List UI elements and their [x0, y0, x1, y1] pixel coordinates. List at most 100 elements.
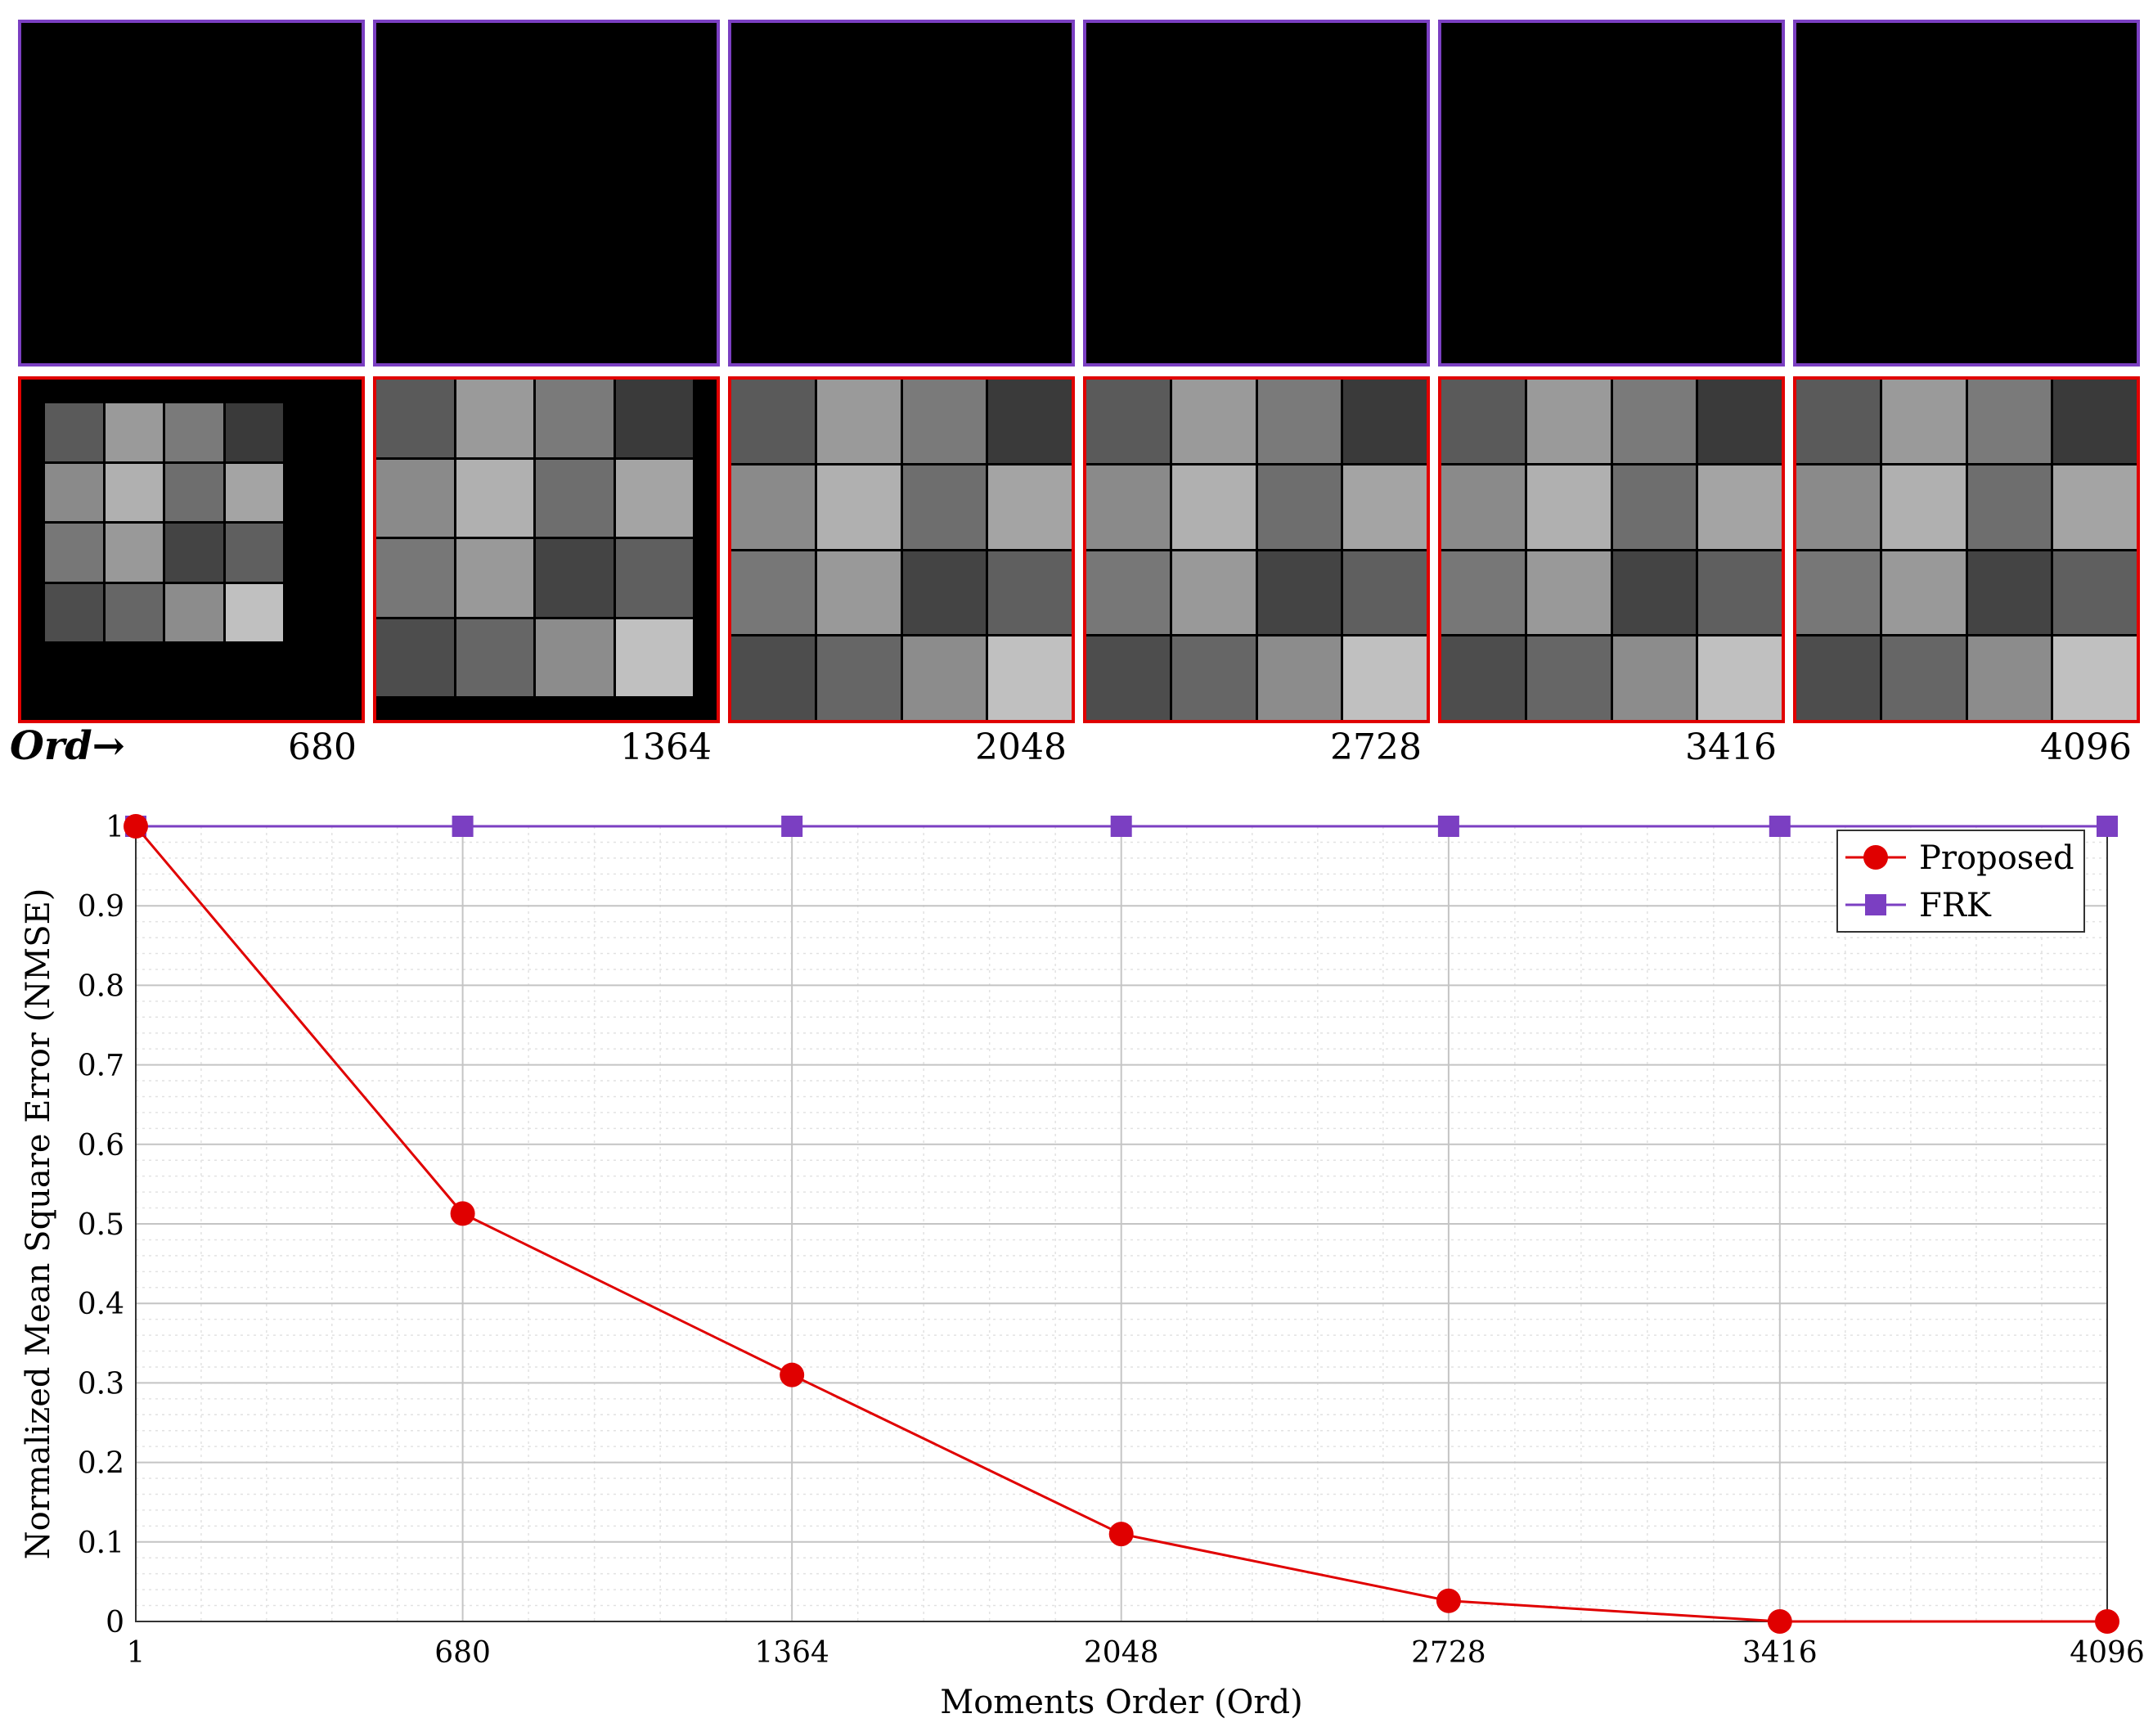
series-layer	[124, 814, 2119, 1634]
data-point-proposed	[1108, 1522, 1134, 1547]
y-tick-label: 0.7	[78, 1050, 124, 1083]
mosaic-cell	[1086, 380, 1170, 463]
legend-marker	[1865, 894, 1886, 915]
mosaic-cell	[1441, 380, 1525, 463]
mosaic-cell	[376, 459, 454, 537]
mosaic-cell	[1796, 636, 1880, 720]
mosaic-cell	[1698, 551, 1782, 635]
mosaic-cell	[1441, 465, 1525, 549]
reconstructed-tile	[373, 376, 720, 723]
mosaic-cell	[731, 465, 815, 549]
x-tick-labels: 1 680 1364 2048 2728 3416 4096	[127, 1636, 2145, 1670]
x-tick-label: 2048	[1084, 1636, 1159, 1670]
order-label: 2728	[1330, 726, 1422, 768]
original-tile	[1793, 20, 2140, 367]
order-label: 4096	[2040, 726, 2132, 768]
x-tick-label: 1	[127, 1636, 146, 1670]
mosaic-cell	[988, 380, 1072, 463]
data-point-proposed	[2095, 1609, 2119, 1634]
mosaic-cell	[1257, 551, 1342, 635]
order-label: 1364	[620, 726, 712, 768]
y-axis-label: Normalized Mean Square Error (NMSE)	[20, 888, 57, 1560]
data-point-frk	[781, 816, 803, 837]
mosaic-cell	[615, 539, 693, 617]
image-mosaic	[1086, 380, 1427, 720]
mosaic-cell	[536, 459, 614, 537]
data-point-proposed	[450, 1201, 475, 1226]
mosaic-cell	[536, 539, 614, 617]
mosaic-cell	[1171, 465, 1256, 549]
y-tick-label: 0	[106, 1606, 124, 1639]
image-mosaic	[1796, 380, 2137, 720]
mosaic-cell	[225, 403, 283, 461]
mosaic-cell	[105, 463, 163, 521]
y-tick-label: 0.6	[78, 1129, 124, 1163]
data-point-frk	[1437, 816, 1459, 837]
ord-prefix-label: Ord→	[10, 723, 125, 769]
mosaic-cell	[1796, 551, 1880, 635]
original-tile	[18, 20, 365, 367]
reconstructed-tile	[18, 376, 365, 723]
mosaic-cell	[165, 463, 223, 521]
legend-label: FRK	[1919, 887, 1992, 924]
mosaic-cell	[1612, 380, 1697, 463]
mosaic-cell	[1343, 636, 1427, 720]
mosaic-cell	[1171, 380, 1256, 463]
x-tick-label: 2728	[1411, 1636, 1486, 1670]
nmse-chart: 1 680 1364 2048 2728 3416 4096 0 0.1 0.2 0.3 0.4 0.…	[20, 811, 2145, 1721]
mosaic-cell	[816, 551, 901, 635]
mosaic-cell	[988, 465, 1072, 549]
mosaic-cell	[2053, 380, 2137, 463]
mosaic-cell	[165, 524, 223, 582]
mosaic-cell	[1698, 465, 1782, 549]
x-tick-label: 680	[434, 1636, 491, 1670]
mosaic-cell	[1526, 636, 1611, 720]
mosaic-cell	[456, 380, 533, 457]
image-mosaic	[731, 380, 1072, 720]
mosaic-cell	[105, 524, 163, 582]
mosaic-cell	[536, 380, 614, 457]
data-point-frk	[452, 816, 474, 837]
y-tick-label: 0.5	[78, 1208, 124, 1242]
mosaic-cell	[1881, 465, 1966, 549]
order-label: 680	[288, 726, 357, 768]
legend-label: Proposed	[1919, 839, 2074, 877]
mosaic-cell	[1257, 380, 1342, 463]
y-tick-label: 0.9	[78, 890, 124, 924]
order-label: 3416	[1685, 726, 1777, 768]
mosaic-cell	[1612, 636, 1697, 720]
mosaic-cell	[45, 583, 103, 641]
mosaic-cell	[456, 539, 533, 617]
reconstructed-tile	[1793, 376, 2140, 723]
reconstructed-tile	[1438, 376, 1785, 723]
mosaic-cell	[1086, 551, 1170, 635]
mosaic-cell	[1343, 465, 1427, 549]
data-point-proposed	[1767, 1609, 1792, 1634]
mosaic-cell	[816, 465, 901, 549]
reconstructed-tile	[728, 376, 1075, 723]
mosaic-cell	[902, 465, 987, 549]
mosaic-cell	[1698, 380, 1782, 463]
y-tick-labels: 0 0.1 0.2 0.3 0.4 0.5 0.6 0.7 0.8 0.9 1	[78, 811, 124, 1639]
image-mosaic	[376, 380, 693, 696]
mosaic-cell	[902, 636, 987, 720]
mosaic-cell	[376, 539, 454, 617]
mosaic-cell	[45, 463, 103, 521]
minor-grid	[136, 825, 2107, 1622]
mosaic-cell	[1257, 465, 1342, 549]
y-tick-label: 0.3	[78, 1367, 124, 1401]
mosaic-cell	[1257, 636, 1342, 720]
image-mosaic	[1441, 380, 1782, 720]
mosaic-cell	[902, 551, 987, 635]
mosaic-cell	[731, 636, 815, 720]
mosaic-cell	[902, 380, 987, 463]
mosaic-cell	[456, 618, 533, 696]
mosaic-cell	[1526, 380, 1611, 463]
mosaic-cell	[731, 380, 815, 463]
mosaic-cell	[1698, 636, 1782, 720]
mosaic-cell	[1881, 636, 1966, 720]
x-tick-label: 4096	[2070, 1636, 2145, 1670]
mosaic-cell	[615, 618, 693, 696]
x-tick-label: 3416	[1742, 1636, 1818, 1670]
mosaic-cell	[456, 459, 533, 537]
